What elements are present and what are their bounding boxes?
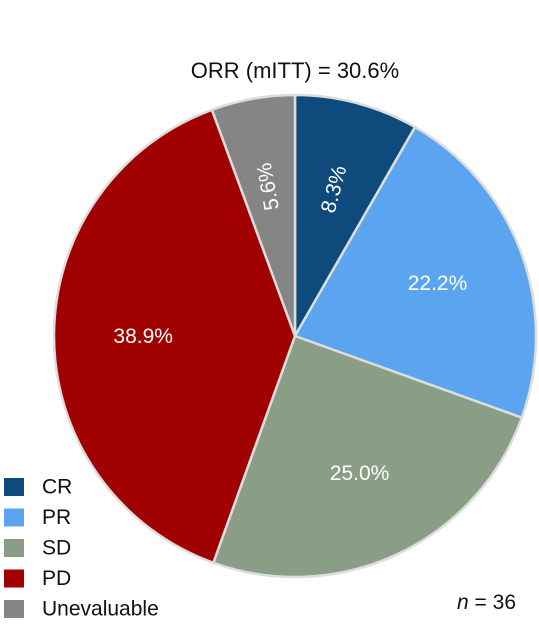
slice-value-label-pd: 38.9% (113, 325, 173, 348)
pie-slice-pr (293, 125, 538, 419)
legend-label-pr: PR (42, 506, 71, 529)
sample-size-symbol: n (457, 591, 469, 614)
pie-slice-sd (212, 334, 523, 579)
legend-swatch-unevaluable (4, 600, 24, 618)
pie-slice-pd (52, 108, 297, 564)
legend-swatch-pd (4, 569, 24, 588)
legend: CR PR SD PD Unevaluable (4, 476, 159, 621)
slice-value-label-sd: 25.0% (330, 462, 390, 485)
legend-swatch-cr (4, 478, 24, 496)
sample-size-label: n = 36 (457, 591, 516, 614)
legend-label-sd: SD (42, 537, 71, 560)
slice-value-label-pr: 22.2% (408, 272, 468, 295)
legend-swatch-sd (4, 539, 24, 557)
legend-label-unevaluable: Unevaluable (42, 598, 159, 621)
legend-label-pd: PD (42, 567, 71, 590)
pie-slice-unevaluable (210, 93, 297, 338)
sample-size-value: = 36 (469, 591, 516, 614)
chart-title: ORR (mITT) = 30.6% (191, 58, 399, 83)
legend-swatch-pr (4, 508, 24, 527)
legend-label-cr: CR (42, 476, 72, 499)
pie-slices (52, 93, 538, 579)
pie-slice-cr (293, 93, 417, 338)
